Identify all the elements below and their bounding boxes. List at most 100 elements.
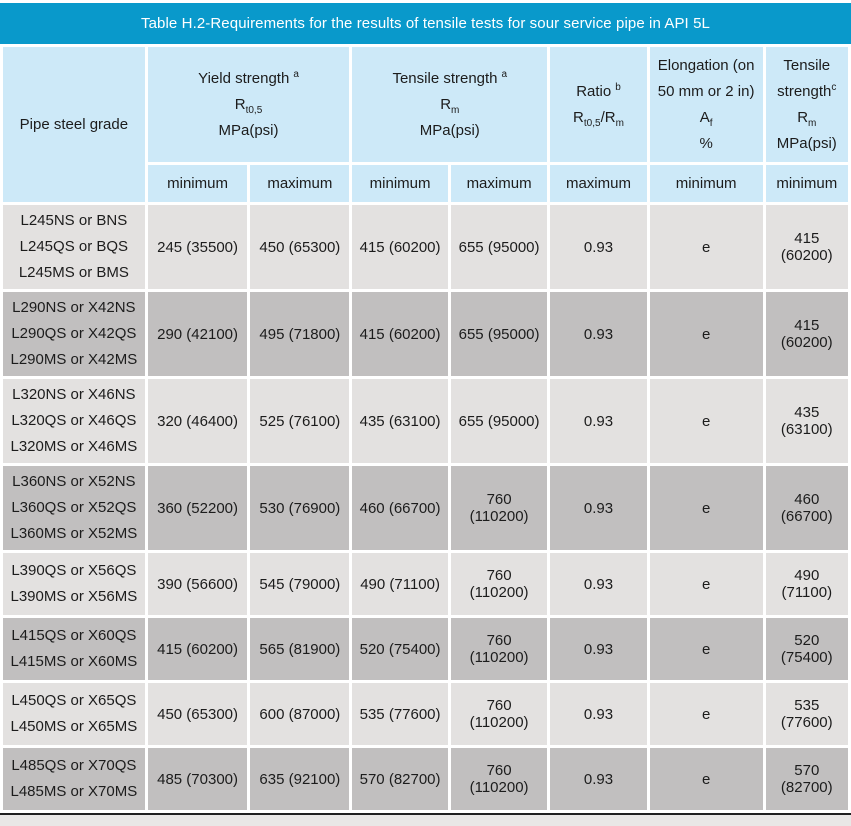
subheader-tensile-minimum: minimum: [352, 165, 448, 202]
cell-yield-max: 495 (71800): [250, 292, 350, 376]
subheader-yield-maximum: maximum: [250, 165, 350, 202]
cell-tensile-max: 655 (95000): [450, 205, 548, 289]
cell-ratio-max: 0.93: [550, 292, 647, 376]
cell-yield-min: 245 (35500): [147, 205, 248, 289]
cell-tensile-max: 655 (95000): [450, 379, 548, 463]
cell-yield-min: 320 (46400): [147, 379, 248, 463]
cell-yield-max: 545 (79000): [250, 553, 350, 615]
subheader-yield-minimum: minimum: [147, 165, 248, 202]
cell-tensile-c-min: 520 (75400): [765, 618, 848, 680]
column-header-elongation: Elongation (on 50 mm or 2 in) Af %: [649, 47, 763, 162]
cell-elongation-min: e: [649, 553, 763, 615]
cell-grade: L485QS or X70QS L485MS or X70MS: [3, 748, 145, 810]
cell-grade: L450QS or X65QS L450MS or X65MS: [3, 683, 145, 745]
cell-elongation-min: e: [649, 683, 763, 745]
cell-ratio-max: 0.93: [550, 683, 647, 745]
cell-grade: L415QS or X60QS L415MS or X60MS: [3, 618, 145, 680]
cell-tensile-min: 415 (60200): [352, 292, 448, 376]
tensile-strength-c-symbol: Rm: [797, 108, 817, 129]
table-row: L360NS or X52NS L360QS or X52QS L360MS o…: [3, 466, 848, 550]
table-title-bar: Table H.2-Requirements for the results o…: [0, 3, 851, 44]
cell-ratio-max: 0.93: [550, 748, 647, 810]
cell-yield-min: 360 (52200): [147, 466, 248, 550]
cell-yield-max: 565 (81900): [250, 618, 350, 680]
table-row: L320NS or X46NS L320QS or X46QS L320MS o…: [3, 379, 848, 463]
header-row-top: Pipe steel grade Yield strength a Rt0,5 M…: [3, 47, 848, 202]
subheader-tensile-maximum: maximum: [450, 165, 548, 202]
tensile-strength-c-title: Tensile strength: [777, 56, 832, 100]
elongation-title: Elongation (on 50 mm or 2 in): [657, 56, 755, 100]
cell-yield-max: 530 (76900): [250, 466, 350, 550]
cell-tensile-max: 760 (110200): [450, 618, 548, 680]
subheader-ratio-maximum: maximum: [550, 165, 647, 202]
cell-ratio-max: 0.93: [550, 379, 647, 463]
cell-tensile-max: 760 (110200): [450, 466, 548, 550]
cell-tensile-max: 760 (110200): [450, 683, 548, 745]
cell-grade: L245NS or BNS L245QS or BQS L245MS or BM…: [3, 205, 145, 289]
footnote-a-marker: a: [293, 68, 299, 80]
subheader-tensile-c-minimum: minimum: [765, 165, 848, 202]
table-row: L450QS or X65QS L450MS or X65MS 450 (653…: [3, 683, 848, 745]
column-header-tensile-strength-c: Tensile strengthc Rm MPa(psi): [765, 47, 848, 162]
table-row: L485QS or X70QS L485MS or X70MS 485 (703…: [3, 748, 848, 810]
footnote-c-marker: c: [831, 81, 837, 93]
pipe-steel-grade-label: Pipe steel grade: [19, 116, 129, 133]
cell-tensile-c-min: 460 (66700): [765, 466, 848, 550]
cell-tensile-c-min: 490 (71100): [765, 553, 848, 615]
column-header-pipe-steel-grade: Pipe steel grade: [3, 47, 145, 202]
column-header-yield-strength: Yield strength a Rt0,5 MPa(psi): [147, 47, 350, 162]
cell-tensile-c-min: 570 (82700): [765, 748, 848, 810]
footnote-area-edge: [0, 815, 851, 826]
cell-elongation-min: e: [649, 292, 763, 376]
cell-tensile-min: 520 (75400): [352, 618, 448, 680]
footnote-a-marker: a: [501, 68, 508, 80]
cell-ratio-max: 0.93: [550, 466, 647, 550]
cell-yield-min: 415 (60200): [147, 618, 248, 680]
cell-grade: L390QS or X56QS L390MS or X56MS: [3, 553, 145, 615]
cell-tensile-c-min: 415 (60200): [765, 205, 848, 289]
cell-tensile-min: 490 (71100): [352, 553, 448, 615]
yield-strength-symbol: Rt0,5: [234, 95, 263, 116]
table-row: L390QS or X56QS L390MS or X56MS 390 (566…: [3, 553, 848, 615]
yield-strength-unit: MPa(psi): [218, 121, 279, 139]
cell-yield-max: 635 (92100): [250, 748, 350, 810]
cell-yield-min: 485 (70300): [147, 748, 248, 810]
cell-tensile-max: 760 (110200): [450, 748, 548, 810]
cell-tensile-max: 655 (95000): [450, 292, 548, 376]
cell-yield-min: 450 (65300): [147, 683, 248, 745]
column-header-ratio: Ratio b Rt0,5/Rm: [550, 47, 647, 162]
cell-tensile-min: 460 (66700): [352, 466, 448, 550]
cell-ratio-max: 0.93: [550, 205, 647, 289]
table-row: L290NS or X42NS L290QS or X42QS L290MS o…: [3, 292, 848, 376]
cell-tensile-min: 415 (60200): [352, 205, 448, 289]
table-row: L245NS or BNS L245QS or BQS L245MS or BM…: [3, 205, 848, 289]
cell-elongation-min: e: [649, 379, 763, 463]
cell-tensile-c-min: 535 (77600): [765, 683, 848, 745]
ratio-symbol: Rt0,5/Rm: [573, 108, 624, 129]
cell-yield-min: 290 (42100): [147, 292, 248, 376]
cell-grade: L290NS or X42NS L290QS or X42QS L290MS o…: [3, 292, 145, 376]
ratio-title: Ratio b: [576, 81, 621, 100]
cell-elongation-min: e: [649, 748, 763, 810]
tensile-strength-unit: MPa(psi): [419, 121, 480, 139]
elongation-symbol: Af: [699, 108, 713, 129]
table-title: Table H.2-Requirements for the results o…: [141, 15, 710, 32]
tensile-requirements-table: Pipe steel grade Yield strength a Rt0,5 M…: [0, 44, 851, 813]
cell-elongation-min: e: [649, 466, 763, 550]
cell-tensile-c-min: 435 (63100): [765, 379, 848, 463]
table-row: L415QS or X60QS L415MS or X60MS 415 (602…: [3, 618, 848, 680]
cell-tensile-min: 570 (82700): [352, 748, 448, 810]
cell-grade: L360NS or X52NS L360QS or X52QS L360MS o…: [3, 466, 145, 550]
footnote-b-marker: b: [615, 81, 621, 93]
cell-tensile-max: 760 (110200): [450, 553, 548, 615]
cell-yield-min: 390 (56600): [147, 553, 248, 615]
header-row-sub: minimum maximum minimum maximum maximum …: [3, 165, 848, 202]
tensile-strength-symbol: Rm: [440, 95, 460, 116]
yield-strength-title: Yield strength a: [198, 68, 299, 87]
cell-ratio-max: 0.93: [550, 618, 647, 680]
cell-yield-max: 525 (76100): [250, 379, 350, 463]
cell-elongation-min: e: [649, 618, 763, 680]
cell-elongation-min: e: [649, 205, 763, 289]
cell-tensile-min: 535 (77600): [352, 683, 448, 745]
